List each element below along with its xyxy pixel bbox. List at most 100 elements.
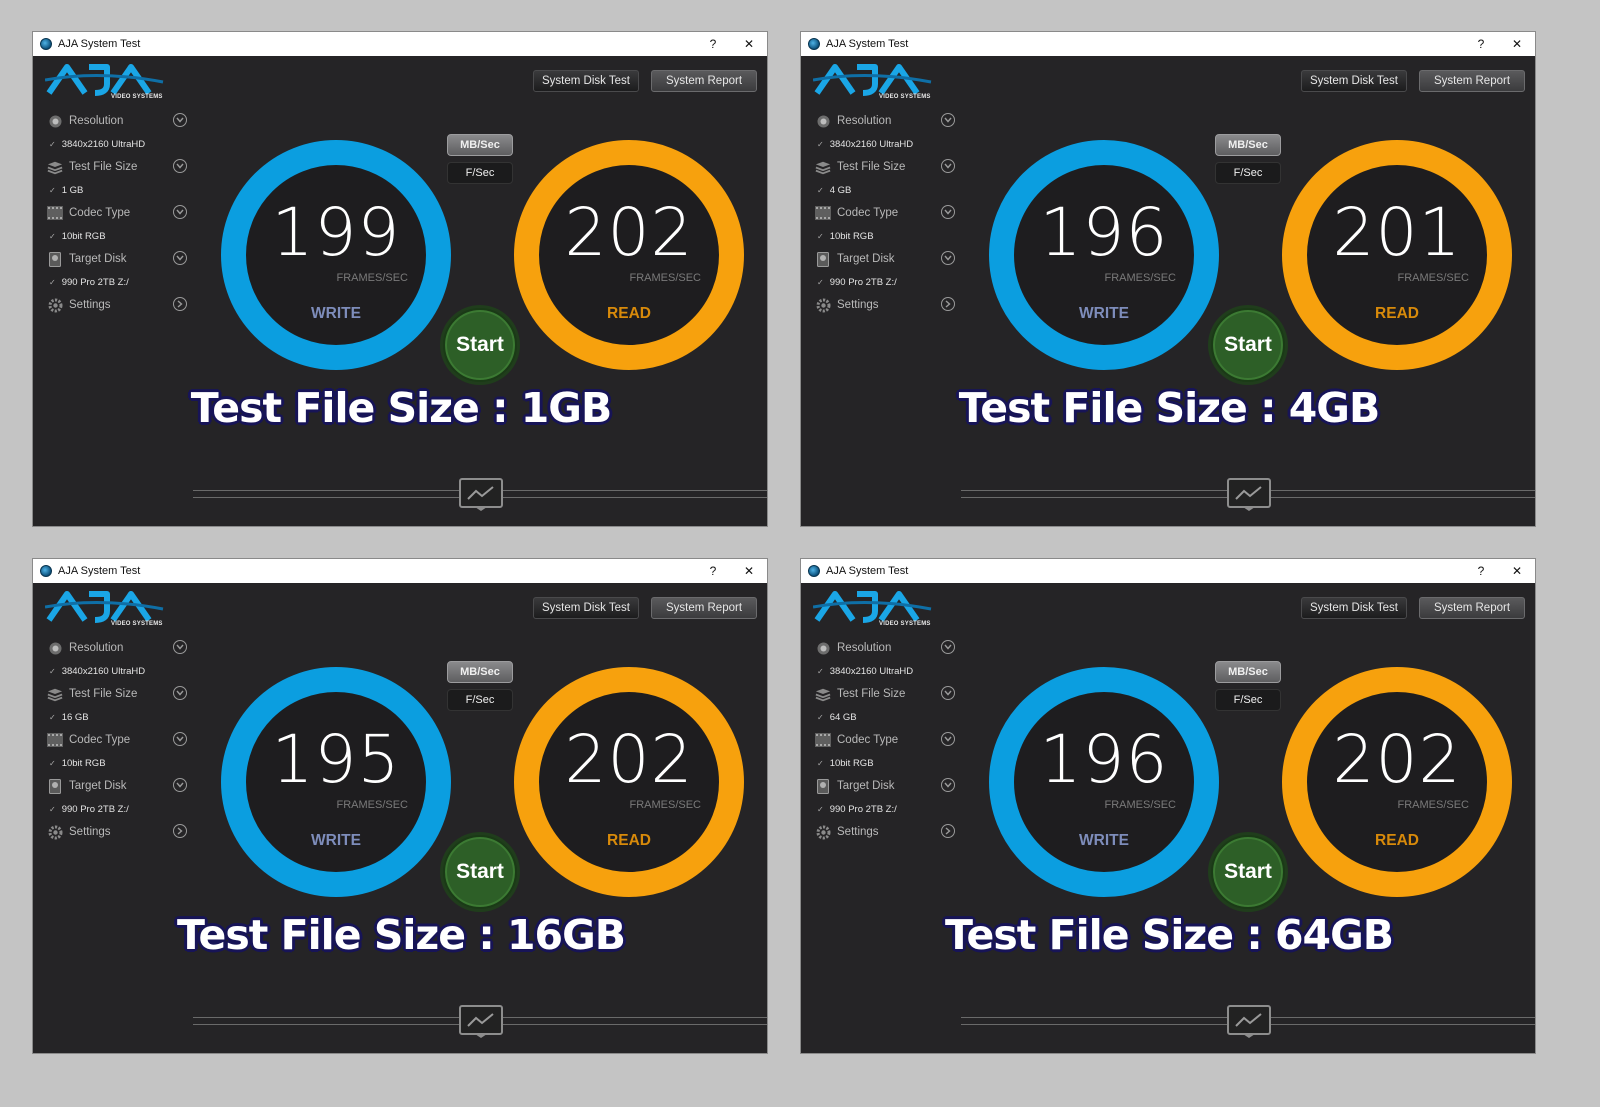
f-sec-toggle[interactable]: F/Sec — [1215, 689, 1281, 711]
chevron-down-icon[interactable] — [173, 205, 187, 219]
sidebar-item-codec-type[interactable]: Codec Type — [815, 202, 955, 224]
sidebar-item-settings[interactable]: Settings — [815, 294, 955, 316]
aja-logo: VIDEO SYSTEMS — [813, 62, 933, 102]
file-size-value-row: ✓ 4 GB — [815, 178, 955, 202]
chevron-down-icon[interactable] — [941, 205, 955, 219]
chevron-down-icon[interactable] — [941, 251, 955, 265]
file-size-caption: Test File Size : 64GB — [945, 911, 1394, 959]
start-button[interactable]: Start — [1211, 308, 1285, 382]
close-button[interactable]: ✕ — [743, 37, 755, 51]
mb-sec-toggle[interactable]: MB/Sec — [1215, 661, 1281, 683]
logo-subtitle: VIDEO SYSTEMS — [111, 621, 163, 627]
sidebar-item-resolution[interactable]: Resolution — [47, 110, 187, 132]
start-button[interactable]: Start — [1211, 835, 1285, 909]
close-button[interactable]: ✕ — [1511, 37, 1523, 51]
read-label: READ — [607, 832, 651, 849]
help-button[interactable]: ? — [709, 37, 717, 51]
aja-logo-mark — [45, 64, 164, 96]
write-label: WRITE — [1079, 305, 1129, 322]
app-icon — [808, 565, 820, 577]
sidebar-item-label: Settings — [69, 299, 111, 311]
sidebar-item-target-disk[interactable]: Target Disk — [47, 775, 187, 797]
sidebar-item-test-file-size[interactable]: Test File Size — [47, 683, 187, 705]
chevron-down-icon[interactable] — [173, 686, 187, 700]
graph-toggle-button[interactable] — [1227, 1005, 1271, 1038]
sidebar-item-settings[interactable]: Settings — [815, 821, 955, 843]
sidebar-item-target-disk[interactable]: Target Disk — [815, 248, 955, 270]
chevron-down-icon[interactable] — [941, 778, 955, 792]
system-disk-test-button[interactable]: System Disk Test — [1301, 70, 1407, 92]
settings-sidebar: Resolution ✓ 3840x2160 UltraHD Test File… — [47, 110, 187, 316]
chevron-right-icon[interactable] — [941, 824, 955, 838]
check-icon: ✓ — [817, 231, 824, 241]
chevron-down-icon[interactable] — [173, 113, 187, 127]
chevron-down-icon[interactable] — [941, 732, 955, 746]
file-size-value: 1 GB — [61, 184, 84, 196]
sidebar-item-target-disk[interactable]: Target Disk — [815, 775, 955, 797]
start-button[interactable]: Start — [443, 308, 517, 382]
mb-sec-toggle[interactable]: MB/Sec — [447, 134, 513, 156]
start-button[interactable]: Start — [443, 835, 517, 909]
mb-sec-toggle[interactable]: MB/Sec — [1215, 134, 1281, 156]
aja-logo-mark — [813, 64, 932, 96]
chevron-down-icon[interactable] — [941, 159, 955, 173]
system-report-button[interactable]: System Report — [651, 70, 757, 92]
system-disk-test-button[interactable]: System Disk Test — [533, 70, 639, 92]
chevron-right-icon[interactable] — [173, 297, 187, 311]
check-icon: ✓ — [817, 804, 824, 814]
system-disk-test-button[interactable]: System Disk Test — [1301, 597, 1407, 619]
sidebar-item-codec-type[interactable]: Codec Type — [815, 729, 955, 751]
mb-sec-toggle[interactable]: MB/Sec — [447, 661, 513, 683]
sidebar-item-resolution[interactable]: Resolution — [815, 110, 955, 132]
help-button[interactable]: ? — [709, 564, 717, 578]
sidebar-item-resolution[interactable]: Resolution — [47, 637, 187, 659]
write-unit-label: FRAMES/SEC — [1104, 799, 1176, 811]
graph-icon — [459, 1005, 503, 1038]
app-icon — [40, 565, 52, 577]
chevron-right-icon[interactable] — [173, 824, 187, 838]
file-size-value-row: ✓ 64 GB — [815, 705, 955, 729]
system-report-button[interactable]: System Report — [651, 597, 757, 619]
check-icon: ✓ — [49, 277, 56, 287]
help-button[interactable]: ? — [1477, 37, 1485, 51]
sidebar-item-resolution[interactable]: Resolution — [815, 637, 955, 659]
chevron-down-icon[interactable] — [941, 686, 955, 700]
f-sec-toggle[interactable]: F/Sec — [1215, 162, 1281, 184]
codec-value-row: ✓ 10bit RGB — [47, 224, 187, 248]
sidebar-item-settings[interactable]: Settings — [47, 294, 187, 316]
chevron-down-icon[interactable] — [173, 640, 187, 654]
chevron-right-icon[interactable] — [941, 297, 955, 311]
system-report-button[interactable]: System Report — [1419, 70, 1525, 92]
graph-toggle-button[interactable] — [459, 1005, 503, 1038]
sidebar-item-target-disk[interactable]: Target Disk — [47, 248, 187, 270]
sidebar-item-test-file-size[interactable]: Test File Size — [815, 156, 955, 178]
sidebar-item-codec-type[interactable]: Codec Type — [47, 729, 187, 751]
chevron-down-icon[interactable] — [173, 159, 187, 173]
chevron-down-icon[interactable] — [941, 640, 955, 654]
help-button[interactable]: ? — [1477, 564, 1485, 578]
chevron-down-icon[interactable] — [173, 778, 187, 792]
sidebar-item-codec-type[interactable]: Codec Type — [47, 202, 187, 224]
file-size-value-row: ✓ 16 GB — [47, 705, 187, 729]
chevron-down-icon[interactable] — [941, 113, 955, 127]
close-button[interactable]: ✕ — [743, 564, 755, 578]
file-size-caption: Test File Size : 4GB — [958, 384, 1380, 432]
graph-toggle-button[interactable] — [1227, 478, 1271, 511]
graph-toggle-button[interactable] — [459, 478, 503, 511]
f-sec-toggle[interactable]: F/Sec — [447, 162, 513, 184]
close-button[interactable]: ✕ — [1511, 564, 1523, 578]
system-disk-test-button[interactable]: System Disk Test — [533, 597, 639, 619]
resolution-value: 3840x2160 UltraHD — [829, 665, 914, 677]
read-value: 202 — [564, 194, 694, 271]
chevron-down-icon[interactable] — [173, 732, 187, 746]
sidebar-item-test-file-size[interactable]: Test File Size — [815, 683, 955, 705]
f-sec-toggle[interactable]: F/Sec — [447, 689, 513, 711]
read-unit-label: FRAMES/SEC — [629, 799, 701, 811]
sidebar-item-settings[interactable]: Settings — [47, 821, 187, 843]
resolution-icon — [47, 113, 63, 129]
title-bar: AJA System Test ? ✕ — [33, 559, 767, 583]
sidebar-item-test-file-size[interactable]: Test File Size — [47, 156, 187, 178]
system-report-button[interactable]: System Report — [1419, 597, 1525, 619]
gear-icon — [47, 824, 63, 840]
chevron-down-icon[interactable] — [173, 251, 187, 265]
